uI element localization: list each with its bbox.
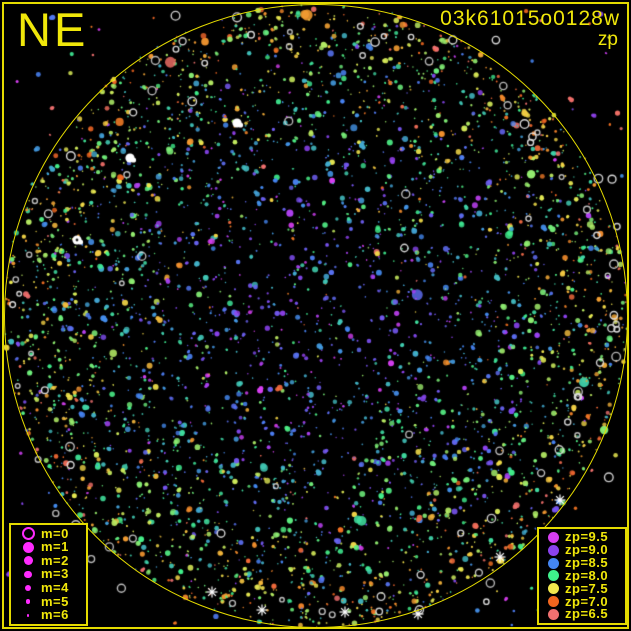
legend-row-zp7.5: zp=7.5 (541, 582, 625, 595)
legend-label: zp=7.0 (565, 593, 609, 609)
legend-label: m=4 (41, 580, 69, 596)
zeropoint-legend: zp=9.5 zp=9.0 zp=8.5 zp=8.0 zp=7.5 zp=7.… (537, 527, 627, 625)
quadrant-label: NE (17, 3, 89, 56)
legend-label: zp=9.0 (565, 542, 609, 558)
legend-label: zp=7.5 (565, 580, 609, 596)
legend-row-zp8.0: zp=8.0 (541, 567, 625, 583)
legend-label: zp=6.5 (565, 606, 609, 622)
color-dot-icon (547, 596, 559, 608)
legend-row-zp8.5: zp=8.5 (541, 555, 625, 571)
color-dot-icon (547, 544, 559, 556)
legend-label: zp=8.5 (565, 555, 609, 571)
legend-label: m=6 (41, 607, 69, 623)
color-dot-icon (547, 531, 559, 543)
filled-circle-icon (24, 570, 32, 579)
legend-row-zp9.0: zp=9.0 (541, 542, 625, 558)
open-circle-icon (21, 527, 35, 541)
plot-subtitle: zp (597, 29, 618, 50)
magnitude-legend: m=0 m=1 m=2 m=3 m=4 m=5 m=6 (9, 523, 88, 626)
legend-label: zp=9.5 (565, 529, 609, 545)
legend-row-m2: m=2 (15, 552, 86, 568)
color-dot-icon (547, 608, 559, 620)
legend-label: m=1 (41, 539, 69, 555)
legend-row-zp7.0: zp=7.0 (541, 595, 625, 608)
legend-row-zp6.5: zp=6.5 (541, 606, 625, 622)
plot-title: 03k61015o0128w (440, 7, 620, 30)
filled-circle-icon (26, 613, 30, 617)
legend-row-m5: m=5 (15, 595, 86, 608)
filled-circle-icon (23, 556, 33, 566)
legend-row-m0: m=0 (15, 525, 86, 541)
legend-label: m=0 (41, 525, 69, 541)
legend-row-m1: m=1 (15, 539, 86, 555)
color-dot-icon (547, 583, 559, 595)
color-dot-icon (547, 570, 559, 582)
filled-circle-icon (22, 541, 34, 553)
legend-row-m3: m=3 (15, 566, 86, 582)
legend-label: m=3 (41, 566, 69, 582)
legend-label: m=5 (41, 593, 69, 609)
legend-row-zp9.5: zp=9.5 (541, 529, 625, 545)
legend-row-m4: m=4 (15, 580, 86, 596)
filled-circle-icon (25, 585, 31, 592)
legend-row-m6: m=6 (15, 607, 86, 623)
legend-label: m=2 (41, 552, 69, 568)
filled-circle-icon (25, 599, 31, 604)
color-dot-icon (547, 557, 559, 569)
legend-label: zp=8.0 (565, 567, 609, 583)
